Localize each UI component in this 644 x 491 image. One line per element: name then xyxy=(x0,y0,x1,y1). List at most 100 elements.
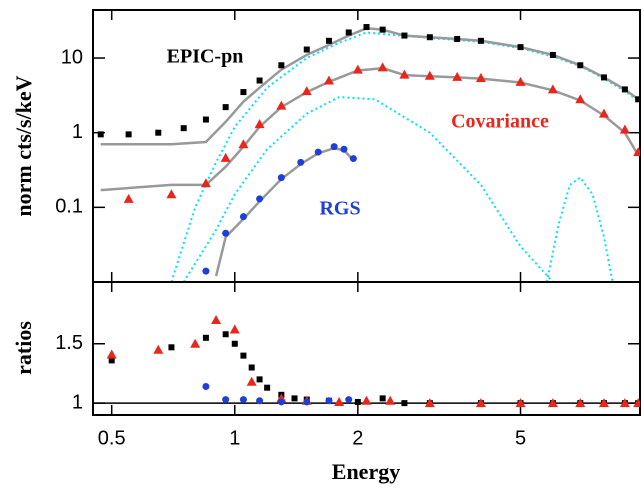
data-point xyxy=(619,398,630,408)
data-point xyxy=(633,398,640,408)
data-point xyxy=(424,398,435,408)
data-point xyxy=(238,139,249,149)
data-point xyxy=(239,213,247,221)
data-point xyxy=(229,324,240,334)
data-point xyxy=(166,189,177,199)
data-point xyxy=(323,75,334,85)
data-point xyxy=(202,116,209,123)
model-line xyxy=(545,176,614,282)
data-point xyxy=(303,398,311,406)
data-point xyxy=(361,395,372,405)
data-point xyxy=(635,96,640,103)
data-point xyxy=(256,397,264,405)
model-line xyxy=(182,96,554,282)
data-point xyxy=(454,35,461,42)
data-point xyxy=(575,398,586,408)
data-point xyxy=(168,344,175,351)
data-point xyxy=(577,62,584,69)
data-point xyxy=(256,77,263,84)
data-point xyxy=(277,174,285,182)
data-point xyxy=(278,62,285,69)
data-point xyxy=(345,396,353,404)
data-point xyxy=(340,145,348,153)
data-point xyxy=(276,100,287,110)
data-point xyxy=(291,395,298,402)
data-point xyxy=(377,62,388,72)
model-line xyxy=(170,31,639,282)
data-point xyxy=(200,178,211,188)
data-point xyxy=(256,376,263,383)
x-tick-label: 1 xyxy=(229,427,240,449)
data-point xyxy=(97,131,104,138)
y-axis-label: norm cts/s/keV xyxy=(11,75,36,216)
x-axis-label: Energy xyxy=(332,459,400,484)
data-point xyxy=(277,398,285,406)
data-point xyxy=(256,195,264,203)
data-point xyxy=(297,158,305,166)
y-tick-label: 0.1 xyxy=(55,196,83,218)
y-tick-label: 1 xyxy=(72,121,83,143)
data-point xyxy=(401,400,408,407)
x-tick-label: 0.5 xyxy=(98,427,126,449)
data-point xyxy=(108,357,115,364)
data-point xyxy=(222,104,229,111)
data-point xyxy=(598,398,609,408)
data-point xyxy=(385,395,396,405)
y-tick-label: 1.5 xyxy=(55,332,83,354)
data-point xyxy=(254,119,265,129)
data-point xyxy=(547,84,558,94)
data-point xyxy=(379,26,386,33)
data-point xyxy=(379,395,386,402)
data-point xyxy=(515,398,526,408)
x-tick-label: 5 xyxy=(515,427,526,449)
data-point xyxy=(231,340,238,347)
data-point xyxy=(301,86,312,96)
data-point xyxy=(264,384,271,391)
series-label: RGS xyxy=(319,198,360,220)
data-point xyxy=(349,155,357,163)
data-point xyxy=(619,124,630,134)
data-point xyxy=(202,267,210,275)
data-point xyxy=(239,396,247,404)
y-tick-label: 1 xyxy=(72,391,83,413)
data-point xyxy=(354,398,361,405)
data-point xyxy=(325,37,332,44)
plot-frame xyxy=(92,281,641,416)
data-point xyxy=(475,398,486,408)
data-point xyxy=(549,51,556,58)
data-point xyxy=(303,46,310,53)
data-point xyxy=(399,69,410,79)
data-point xyxy=(220,152,231,162)
data-point xyxy=(424,70,435,80)
data-point xyxy=(222,396,230,404)
data-point xyxy=(155,129,162,136)
data-point xyxy=(325,397,333,405)
y-tick-label: 10 xyxy=(61,46,83,68)
x-tick-label: 2 xyxy=(352,427,363,449)
data-point xyxy=(547,398,558,408)
data-point xyxy=(314,148,322,156)
data-point xyxy=(222,229,230,237)
data-point xyxy=(352,64,363,74)
data-point xyxy=(180,125,187,132)
data-point xyxy=(240,89,247,96)
data-point xyxy=(240,352,247,359)
data-point xyxy=(248,364,255,371)
data-point xyxy=(401,32,408,39)
data-point xyxy=(334,396,345,406)
data-point xyxy=(345,29,352,36)
series-label: Covariance xyxy=(451,111,549,133)
data-point xyxy=(330,143,338,151)
data-point xyxy=(190,338,201,348)
data-point xyxy=(600,74,607,81)
data-point xyxy=(222,331,229,338)
data-point xyxy=(363,24,370,31)
data-point xyxy=(477,37,484,44)
data-point xyxy=(575,94,586,104)
data-point xyxy=(598,108,609,118)
y-axis-label: ratios xyxy=(11,321,36,375)
data-point xyxy=(106,349,117,359)
data-point xyxy=(621,86,628,93)
model-line xyxy=(100,27,639,146)
